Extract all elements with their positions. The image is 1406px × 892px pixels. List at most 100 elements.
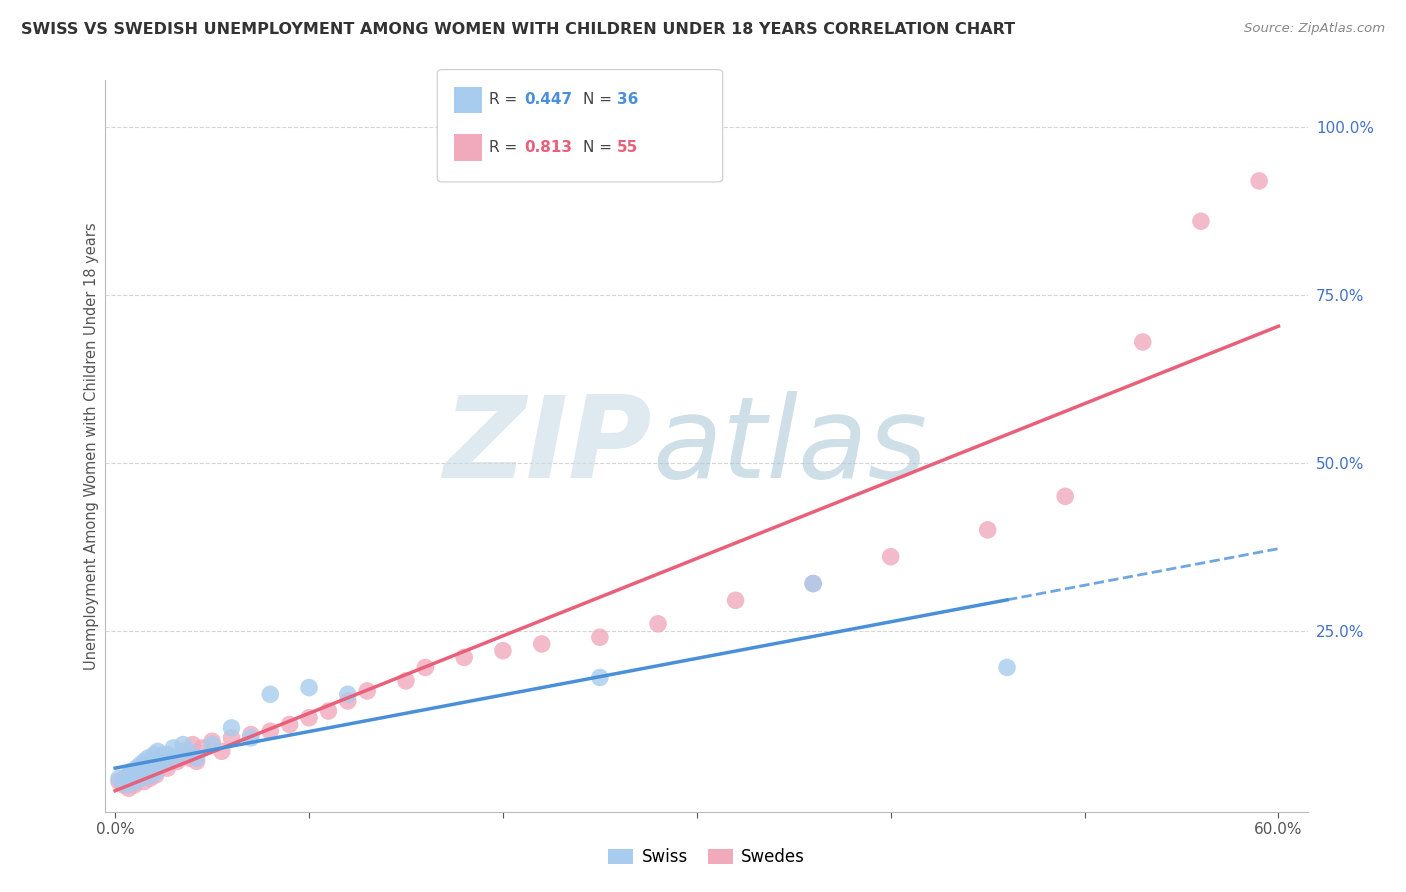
Point [172,738,194,752]
Point [211,744,233,758]
Point [134,755,156,769]
Point [1132,334,1154,349]
Point [146,744,169,758]
Text: Source: ZipAtlas.com: Source: ZipAtlas.com [1244,22,1385,36]
Point [131,771,153,785]
Point [1189,214,1212,228]
Point [115,774,138,789]
Point [125,764,148,779]
Point [1249,174,1271,188]
Point [142,761,165,775]
Text: R =: R = [489,93,517,107]
Point [221,731,243,745]
Point [152,755,174,769]
Point [415,660,437,674]
Point [177,751,200,765]
Point [278,717,301,731]
Text: R =: R = [489,140,517,154]
Point [201,734,224,748]
Point [135,764,157,779]
Point [191,741,214,756]
Point [492,643,515,657]
Point [298,711,321,725]
Point [115,778,138,792]
Point [111,778,134,792]
Point [647,616,669,631]
Point [801,576,824,591]
Point [995,660,1018,674]
Point [124,774,146,789]
Point [530,637,553,651]
Point [127,768,149,782]
Point [120,768,142,782]
Point [145,768,167,782]
Point [453,650,475,665]
Point [239,731,262,745]
Point [298,681,321,695]
Point [186,751,208,765]
Point [259,687,281,701]
Point [108,771,131,785]
Point [125,761,148,775]
Point [146,751,169,765]
Point [177,744,200,758]
Text: 0.813: 0.813 [524,140,572,154]
Point [142,747,165,762]
Point [141,755,163,769]
Point [149,757,172,772]
Point [118,768,141,782]
Text: N =: N = [583,93,613,107]
Point [111,774,134,789]
Point [162,751,184,765]
Point [121,771,143,785]
Point [152,747,174,762]
Point [181,738,204,752]
Point [395,673,418,688]
Point [121,771,143,785]
Point [149,757,172,772]
Point [172,744,194,758]
Point [201,738,224,752]
Point [162,741,184,756]
Point [221,721,243,735]
Text: SWISS VS SWEDISH UNEMPLOYMENT AMONG WOMEN WITH CHILDREN UNDER 18 YEARS CORRELATI: SWISS VS SWEDISH UNEMPLOYMENT AMONG WOME… [21,22,1015,37]
Text: ZIP: ZIP [444,391,652,501]
Text: N =: N = [583,140,613,154]
Point [114,771,136,785]
Text: 0.447: 0.447 [524,93,572,107]
Point [156,747,179,762]
Point [589,671,612,685]
Point [124,778,146,792]
Point [118,781,141,796]
Point [120,764,142,779]
Point [239,727,262,741]
Point [135,757,157,772]
Point [336,694,359,708]
Point [156,761,179,775]
Point [139,771,162,785]
Text: 36: 36 [617,93,638,107]
Point [976,523,998,537]
Point [186,755,208,769]
Point [166,751,188,765]
Point [127,771,149,785]
Legend: Swiss, Swedes: Swiss, Swedes [602,841,811,873]
Point [129,768,152,782]
Point [336,687,359,701]
Y-axis label: Unemployment Among Women with Children Under 18 years: Unemployment Among Women with Children U… [84,222,98,670]
Point [131,761,153,775]
Point [724,593,747,607]
Point [129,757,152,772]
Point [318,704,340,718]
Point [166,755,188,769]
Point [145,764,167,779]
Point [139,761,162,775]
Point [136,764,159,779]
Point [801,576,824,591]
Point [589,630,612,644]
Point [141,768,163,782]
Point [108,774,131,789]
Text: 55: 55 [617,140,638,154]
Point [356,684,378,698]
Point [136,751,159,765]
